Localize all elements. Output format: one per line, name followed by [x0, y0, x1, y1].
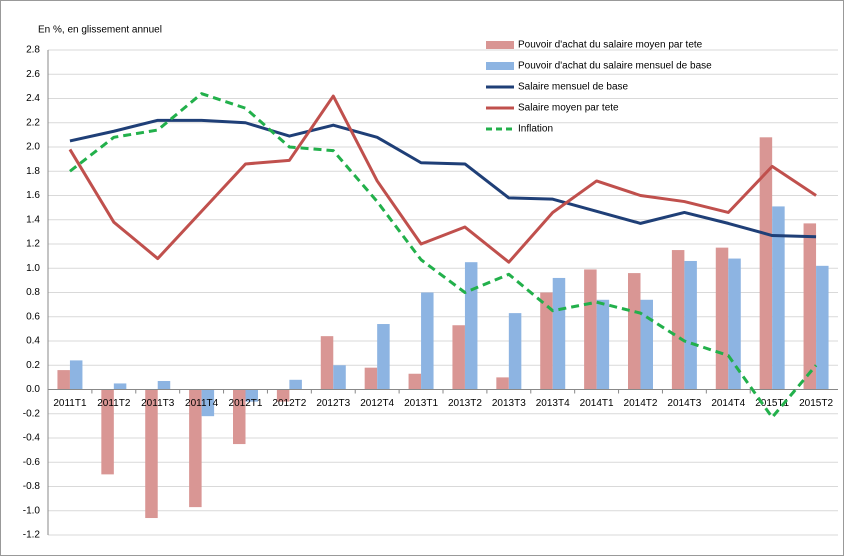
y-tick-label: 1.6 — [26, 190, 40, 201]
legend-label: Pouvoir d'achat du salaire moyen par tet… — [518, 40, 703, 51]
bar — [69, 360, 83, 390]
y-tick-label: 1.8 — [26, 166, 40, 177]
x-tick-label: 2013T2 — [448, 398, 482, 409]
line-series — [69, 118, 817, 239]
y-tick-label: -0.2 — [23, 408, 41, 419]
bar — [57, 370, 70, 390]
y-tick-label: 2.2 — [26, 117, 40, 128]
bar — [628, 273, 641, 390]
bar — [276, 389, 290, 402]
y-tick-label: 0.4 — [26, 336, 40, 347]
line-series — [69, 92, 818, 419]
bar — [201, 389, 215, 417]
bar — [145, 389, 158, 519]
y-tick-label: -1.2 — [23, 530, 41, 541]
bar — [715, 247, 729, 390]
bar — [772, 206, 785, 390]
legend-swatch — [486, 41, 514, 49]
bar — [759, 137, 773, 390]
x-tick-label: 2012T2 — [272, 398, 306, 409]
x-tick-label: 2014T4 — [711, 398, 745, 409]
x-tick-label: 2013T3 — [492, 398, 526, 409]
x-tick-label: 2012T3 — [316, 398, 350, 409]
bar — [508, 313, 522, 390]
x-tick-label: 2011T2 — [97, 398, 131, 409]
y-tick-label: -0.6 — [23, 457, 41, 468]
bar — [640, 299, 653, 390]
bar — [671, 250, 685, 390]
x-tick-label: 2014T2 — [624, 398, 658, 409]
x-tick-label: 2013T4 — [536, 398, 570, 409]
y-tick-label: -0.8 — [23, 481, 41, 492]
legend-label: Pouvoir d'achat du salaire mensuel de ba… — [518, 61, 712, 72]
y-tick-label: -1.0 — [23, 505, 41, 516]
x-tick-label: 2012T1 — [229, 398, 263, 409]
bar — [803, 223, 817, 390]
bar — [245, 389, 258, 402]
y-tick-label: 1.4 — [26, 214, 40, 225]
bar — [320, 336, 334, 390]
legend-label: Salaire moyen par tete — [518, 103, 619, 114]
bar — [540, 292, 553, 390]
line-series — [68, 94, 817, 264]
legend-label: Salaire mensuel de base — [518, 82, 629, 93]
bar — [684, 260, 697, 390]
x-tick-label: 2011T3 — [141, 398, 175, 409]
y-tick-label: 2.4 — [26, 93, 40, 104]
bar — [333, 365, 346, 390]
bar — [816, 265, 829, 390]
bar — [421, 292, 434, 390]
bar — [596, 299, 610, 390]
y-tick-label: 2.6 — [26, 69, 40, 80]
bar — [584, 269, 597, 390]
y-tick-label: 2.8 — [26, 45, 40, 56]
y-tick-label: 0.6 — [26, 311, 40, 322]
x-tick-label: 2011T4 — [185, 398, 219, 409]
x-tick-label: 2014T1 — [580, 398, 614, 409]
y-tick-label: 0.0 — [26, 384, 40, 395]
bar — [113, 383, 127, 390]
bar — [464, 262, 478, 390]
bar — [452, 325, 465, 390]
y-axis-label: En %, en glissement annuel — [38, 25, 162, 36]
x-tick-label: 2011T1 — [53, 398, 87, 409]
legend-swatch — [486, 62, 514, 70]
bar — [364, 367, 378, 390]
x-tick-label: 2012T4 — [360, 398, 394, 409]
bar — [552, 277, 566, 390]
bar — [233, 389, 246, 445]
x-tick-label: 2013T1 — [404, 398, 438, 409]
legend-label: Inflation — [518, 124, 553, 135]
y-tick-label: 0.2 — [26, 360, 40, 371]
bar — [189, 389, 202, 508]
x-tick-label: 2015T1 — [755, 398, 789, 409]
bar — [496, 377, 509, 390]
x-tick-label: 2015T2 — [799, 398, 833, 409]
bar — [289, 379, 302, 390]
bar — [101, 389, 114, 475]
bar — [157, 381, 171, 390]
y-tick-label: 1.0 — [26, 263, 40, 274]
y-tick-label: -0.4 — [23, 433, 41, 444]
bar — [408, 373, 422, 390]
bar — [728, 258, 741, 390]
y-tick-label: 1.2 — [26, 239, 40, 250]
bar — [377, 324, 390, 390]
y-tick-label: 2.0 — [26, 142, 40, 153]
y-tick-label: 0.8 — [26, 287, 40, 298]
x-tick-label: 2014T3 — [667, 398, 701, 409]
